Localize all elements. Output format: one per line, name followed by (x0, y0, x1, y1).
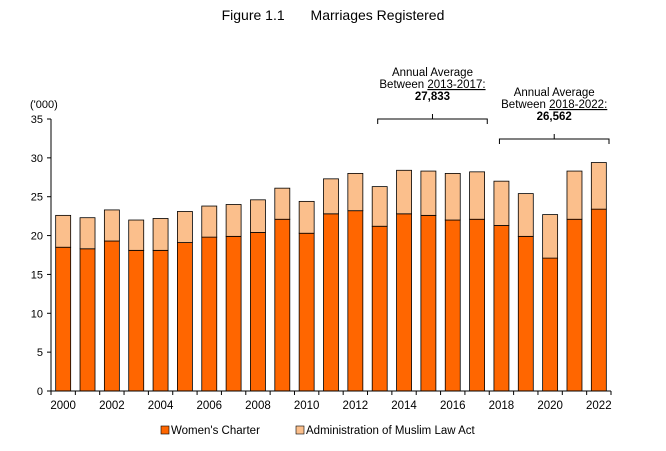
annotation-value: 27,833 (415, 91, 450, 103)
bar-muslim-law-act (493, 180, 510, 226)
x-tick-label: 2012 (343, 400, 369, 412)
annotation-bracket (377, 114, 488, 124)
bar-womens-charter (274, 218, 291, 392)
annotation-period: 2013-2017: (427, 79, 485, 91)
legend-item: Administration of Muslim Law Act (295, 425, 476, 437)
bar-muslim-law-act (79, 217, 96, 250)
bar-womens-charter (566, 218, 583, 392)
x-tick-label: 2020 (537, 400, 563, 412)
bar-womens-charter (396, 213, 412, 392)
bar-womens-charter (152, 249, 169, 392)
y-tick-label: 25 (31, 192, 43, 204)
x-tick-label: 2014 (391, 400, 417, 412)
bar-womens-charter (517, 235, 534, 392)
y-tick-label: 20 (31, 231, 43, 243)
bar-muslim-law-act (274, 187, 291, 220)
legend-label: Women's Charter (171, 425, 260, 437)
annotation-value: 26,562 (537, 111, 572, 123)
y-tick-label: 15 (31, 269, 43, 281)
x-tick-label: 2002 (99, 400, 125, 412)
bar-womens-charter (55, 246, 72, 392)
x-tick-label: 2000 (50, 400, 76, 412)
x-tick-label: 2004 (148, 400, 174, 412)
figure-title-text: Marriages Registered (310, 7, 445, 23)
y-tick-label: 35 (31, 114, 43, 126)
bar-womens-charter (590, 208, 607, 392)
figure-title: Figure 1.1 Marriages Registered (0, 7, 666, 23)
y-axis-unit-label: ('000) (30, 99, 58, 111)
legend-item: Women's Charter (160, 425, 260, 437)
bar-muslim-law-act (347, 172, 364, 212)
legend-swatch (295, 425, 305, 435)
bar-womens-charter (201, 236, 218, 392)
y-axis: 0 5 10 15 20 25 30 35 (31, 114, 52, 398)
annotation-bracket (498, 134, 610, 144)
bar-womens-charter (347, 210, 364, 392)
annotation-period: 2018-2022: (549, 99, 607, 111)
y-tick-label: 30 (31, 153, 43, 165)
y-tick-label: 5 (37, 347, 43, 359)
bar-muslim-law-act (103, 209, 120, 242)
bar-womens-charter (177, 242, 193, 392)
annotation-label: Annual Average (514, 87, 595, 99)
bar-womens-charter (371, 225, 388, 392)
bar-womens-charter (225, 235, 242, 392)
bar-womens-charter (323, 213, 339, 392)
bar-muslim-law-act (55, 214, 72, 248)
x-axis: 2000 2002 2004 2006 2008 2010 2012 2014 2016 2018… (50, 390, 612, 412)
bar-muslim-law-act (323, 178, 339, 215)
x-tick-label: 2016 (440, 400, 466, 412)
x-tick-label: 2022 (586, 400, 612, 412)
bar-womens-charter (79, 248, 96, 392)
bar-womens-charter (493, 225, 510, 392)
y-tick-label: 0 (37, 386, 43, 398)
legend-label: Administration of Muslim Law Act (306, 425, 476, 437)
figure-number: Figure 1.1 (221, 7, 285, 23)
x-tick-label: 2018 (489, 400, 515, 412)
bar-womens-charter (469, 218, 485, 392)
bar-womens-charter (444, 219, 461, 392)
bar-womens-charter (298, 232, 315, 392)
bar-muslim-law-act (371, 186, 388, 227)
bar-muslim-law-act (225, 204, 242, 237)
y-tick-label: 10 (31, 308, 43, 320)
legend: Women's Charter Administration of Muslim … (160, 425, 476, 437)
bar-muslim-law-act (469, 171, 485, 220)
legend-swatch (160, 425, 170, 435)
bar-womens-charter (420, 214, 437, 392)
bar-muslim-law-act (152, 218, 169, 251)
bar-muslim-law-act (420, 170, 437, 216)
bar-muslim-law-act (396, 169, 412, 215)
x-tick-label: 2008 (245, 400, 271, 412)
x-tick-label: 2010 (294, 400, 320, 412)
bar-womens-charter (128, 249, 145, 392)
bar-womens-charter (542, 257, 559, 392)
bar-muslim-law-act (128, 219, 145, 251)
x-tick-label: 2006 (196, 400, 222, 412)
annotation-label: Annual Average (392, 67, 473, 79)
bar-muslim-law-act (201, 205, 218, 238)
bar-muslim-law-act (298, 200, 315, 234)
bar-muslim-law-act (566, 170, 583, 220)
bar-muslim-law-act (517, 193, 534, 237)
bar-muslim-law-act (590, 162, 607, 210)
bar-group (55, 162, 607, 392)
bar-muslim-law-act (444, 172, 461, 221)
annotation-period-line: Between 2018-2022: (501, 99, 607, 111)
bar-muslim-law-act (177, 211, 193, 243)
bar-womens-charter (250, 232, 266, 392)
annotation-period-line: Between 2013-2017: (379, 79, 485, 91)
bar-muslim-law-act (542, 214, 559, 259)
bar-womens-charter (103, 240, 120, 392)
bar-muslim-law-act (250, 199, 266, 233)
